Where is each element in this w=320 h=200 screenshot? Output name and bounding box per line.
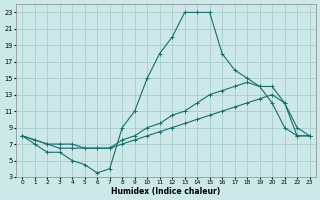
X-axis label: Humidex (Indice chaleur): Humidex (Indice chaleur) xyxy=(111,187,220,196)
